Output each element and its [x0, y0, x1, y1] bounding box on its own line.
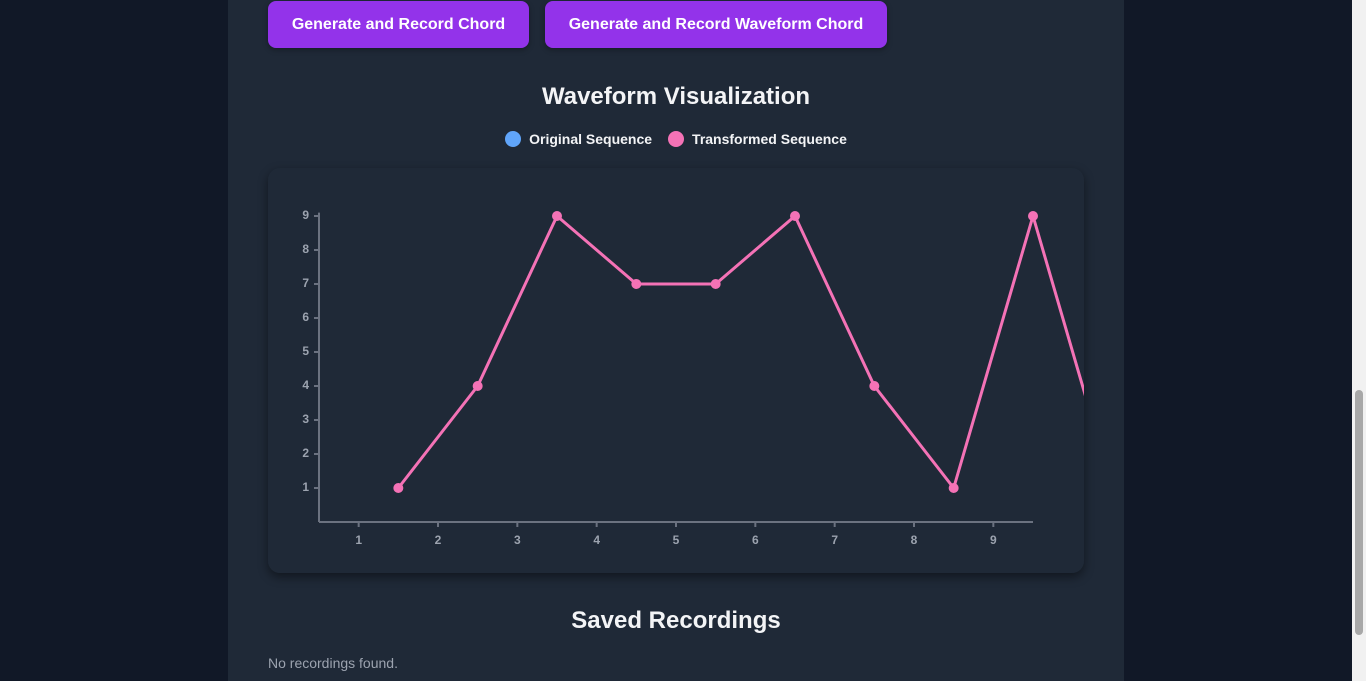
legend-item[interactable]: Transformed Sequence [668, 129, 847, 149]
data-point [869, 381, 880, 391]
x-tick-label: 5 [673, 533, 680, 547]
legend-swatch [505, 131, 522, 147]
y-tick-label: 3 [302, 412, 309, 426]
y-tick-label: 9 [302, 208, 309, 222]
x-tick-label: 9 [990, 533, 997, 547]
legend-label: Original Sequence [529, 131, 653, 147]
legend-label: Transformed Sequence [692, 131, 847, 147]
x-tick-label: 6 [752, 533, 759, 547]
y-tick-label: 2 [302, 446, 309, 460]
data-point [631, 279, 642, 289]
chart-card [268, 168, 1084, 573]
data-point [790, 211, 800, 221]
x-tick-label: 3 [514, 533, 521, 547]
x-tick-label: 1 [355, 533, 362, 547]
data-point [472, 381, 483, 391]
chart-title: Waveform Visualization [541, 83, 811, 110]
y-tick-label: 8 [302, 242, 309, 256]
scrollbar-thumb[interactable] [1355, 390, 1363, 635]
legend-item[interactable]: Original Sequence [505, 129, 652, 149]
x-tick-label: 7 [831, 533, 838, 547]
x-tick-label: 8 [911, 533, 918, 547]
y-tick-label: 1 [302, 480, 309, 494]
y-tick-label: 4 [302, 378, 309, 392]
y-tick-label: 6 [302, 310, 309, 324]
chart: 1 2 3 4 5 6 7 8 9 1 2 3 4 5 6 7 8 9 [268, 168, 1084, 573]
data-point [710, 279, 721, 289]
x-tick-label: 2 [435, 533, 442, 547]
y-tick-label: 5 [302, 344, 309, 358]
y-tick-label: 7 [302, 276, 309, 290]
series-line [397, 214, 1084, 490]
empty-message: No recordings found. [268, 655, 398, 671]
data-point [393, 483, 404, 493]
button[interactable]: Generate and Record Chord [268, 1, 529, 48]
data-point [552, 211, 562, 221]
section-title: Saved Recordings [571, 607, 781, 634]
data-point [948, 483, 959, 493]
data-point [1028, 211, 1038, 221]
x-tick-label: 4 [593, 533, 600, 547]
legend: Original Sequence Transformed Sequence [228, 129, 1124, 149]
button[interactable]: Generate and Record Waveform Chord [545, 1, 887, 48]
legend-swatch [668, 131, 685, 147]
